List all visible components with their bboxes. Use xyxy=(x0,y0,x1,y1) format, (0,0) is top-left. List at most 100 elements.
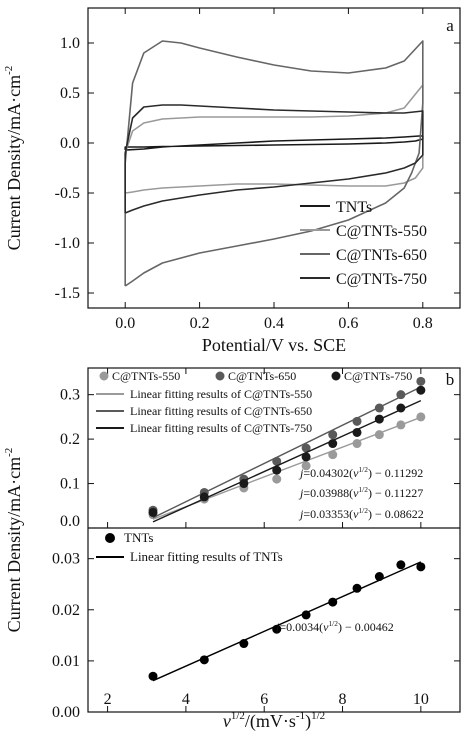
data-point-c-tnts-550 xyxy=(272,474,282,484)
series-line-c-tnts-750 xyxy=(124,104,424,214)
panel-b-x-tick-label: 4 xyxy=(182,691,190,708)
data-point-c-tnts-650 xyxy=(328,430,338,440)
panel-b-y-axis-label-exponent: -2 xyxy=(3,448,15,457)
panel-a-y-axis-label-exponent: -2 xyxy=(3,66,15,75)
panel-b-x-axis-label-sup1: 1/2 xyxy=(231,710,245,722)
fit-equation-intercept: ) − 0.11292 xyxy=(368,466,423,480)
panel-b-x-axis-label-sup3: 1/2 xyxy=(311,710,325,722)
panel-a-label: a xyxy=(446,16,454,35)
panel-a-x-tick-label: 0.8 xyxy=(413,315,433,332)
data-point-tnts xyxy=(374,572,384,582)
panel-b-x-tick-label: 8 xyxy=(339,691,347,708)
legend-label-c-tnts-750: C@TNTs-750 xyxy=(336,271,427,288)
panel-a-x-tick-label: 0.4 xyxy=(264,315,284,332)
series-line-tnts xyxy=(124,135,424,151)
panel-a-y-tick-label: 0.5 xyxy=(60,85,80,102)
data-point-c-tnts-650 xyxy=(352,416,362,426)
panel-b-upper-y-tick-label: 0.2 xyxy=(60,431,80,448)
panel-b-x-axis-label-sup2: -1 xyxy=(296,710,305,722)
data-point-tnts xyxy=(396,560,406,570)
panel-b-x-tick-label: 10 xyxy=(413,691,429,708)
data-point-c-tnts-750 xyxy=(352,427,362,437)
fit-equation-tnts: j=0.0034(v1/2) − 0.00462 xyxy=(274,619,394,634)
panel-a-y-axis-label: Current Density/mA·cm-2 xyxy=(3,66,24,251)
data-point-c-tnts-550 xyxy=(301,461,311,471)
data-point-c-tnts-750 xyxy=(301,452,311,462)
legend-fit-label-tnts: Linear fitting results of TNTs xyxy=(130,549,283,564)
panel-b-lower-y-tick-label: 0.02 xyxy=(52,602,80,619)
data-point-tnts xyxy=(352,583,362,593)
fit-line-tnts xyxy=(152,561,422,682)
fit-equation-v: v xyxy=(353,507,359,521)
data-point-tnts xyxy=(272,624,282,634)
data-point-c-tnts-750 xyxy=(239,479,249,489)
fit-equation-v: v xyxy=(353,466,359,480)
data-point-c-tnts-650 xyxy=(416,376,426,386)
data-point-c-tnts-750 xyxy=(199,492,209,502)
panel-b-upper-y-tick-label: 0.1 xyxy=(60,476,80,493)
panel-a-x-tick-label: 0.6 xyxy=(338,315,358,332)
fit-equation-intercept: ) − 0.00462 xyxy=(338,620,394,634)
series-line-c-tnts-650 xyxy=(124,40,424,287)
panel-a-y-tick-label: -1.0 xyxy=(55,235,80,252)
legend-label-c-tnts-650: C@TNTs-650 xyxy=(336,247,427,264)
fit-equation-exponent: 1/2 xyxy=(358,506,368,515)
panel-b-lower-y-tick-label: 0.03 xyxy=(52,551,80,568)
panel-b-lower-y-tick-label: 0.00 xyxy=(52,704,80,721)
panel-b-x-axis-label-v: v xyxy=(223,711,231,731)
fit-equation-intercept: ) − 0.11227 xyxy=(368,486,423,500)
panel-a-y-tick-label: 1.0 xyxy=(60,35,80,52)
data-point-c-tnts-750 xyxy=(272,465,282,475)
panel-b-x-tick-label: 6 xyxy=(260,691,268,708)
panel-a-x-tick-label: 0.0 xyxy=(115,315,135,332)
panel-a-x-tick-label: 0.2 xyxy=(190,315,210,332)
data-point-c-tnts-750 xyxy=(416,385,426,395)
legend-label-c-tnts-550: C@TNTs-550 xyxy=(336,223,427,240)
panel-b-x-axis-label-mid: /(mV·s xyxy=(245,711,296,732)
data-point-c-tnts-650 xyxy=(374,403,384,413)
data-point-c-tnts-750 xyxy=(328,439,338,449)
legend-fit-label-c-tnts-650: Linear fitting results of C@TNTs-650 xyxy=(130,404,312,418)
legend-label-c-tnts-550: C@TNTs-550 xyxy=(112,369,180,383)
panel-b-label: b xyxy=(446,370,455,389)
fit-equation-coefficient: =0.03988( xyxy=(303,486,353,500)
panel-b-x-axis-label: v1/2/(mV·s-1)1/2 xyxy=(223,710,325,732)
data-point-tnts xyxy=(328,597,338,607)
fit-equation-exponent: 1/2 xyxy=(358,465,368,474)
panel-b-y-axis-label: Current Density/mA·cm-2 xyxy=(3,448,24,633)
panel-b-fit-chart: b 2 4 6 8 10 0.1 0.2 0.3 0.0 0.00 0.01 0.02 0.03 C… xyxy=(3,367,461,732)
legend-label-tnts: TNTs xyxy=(124,530,153,545)
panel-a-y-tick-label: -1.5 xyxy=(55,285,80,302)
legend-fit-label-c-tnts-750: Linear fitting results of C@TNTs-750 xyxy=(130,421,312,435)
fit-equation-intercept: ) − 0.08622 xyxy=(368,507,424,521)
panel-b-x-tick-label: 2 xyxy=(104,691,112,708)
panel-b-lower-y-tick-label: 0.01 xyxy=(52,653,80,670)
data-point-c-tnts-650 xyxy=(301,443,311,453)
fit-equation-coefficient: =0.03353( xyxy=(303,507,353,521)
legend-label-tnts: TNTs xyxy=(336,199,372,216)
fit-equation-v: v xyxy=(323,620,329,634)
fit-equation-coefficient: =0.04302( xyxy=(303,466,353,480)
fit-equation-c-tnts-650: j=0.04302(v1/2) − 0.11292 xyxy=(298,465,423,480)
panel-b-upper-y-tick-label: 0.0 xyxy=(60,513,80,530)
legend-fit-label-c-tnts-550: Linear fitting results of C@TNTs-550 xyxy=(130,387,312,401)
fit-equation-j: j xyxy=(298,466,304,480)
legend-marker-c-tnts-750 xyxy=(331,371,341,381)
fit-equation-j: j xyxy=(298,507,304,521)
fit-equation-v: v xyxy=(353,486,359,500)
legend-label-c-tnts-750: C@TNTs-750 xyxy=(344,369,412,383)
data-point-c-tnts-550 xyxy=(352,439,362,449)
panel-b-plot-frame xyxy=(87,367,461,713)
panel-b-upper-y-tick-label: 0.3 xyxy=(60,387,80,404)
data-point-c-tnts-550 xyxy=(416,412,426,422)
data-point-tnts xyxy=(199,655,209,665)
legend-marker-c-tnts-550 xyxy=(99,371,109,381)
data-point-tnts xyxy=(239,639,249,649)
fit-equation-coefficient: =0.0034( xyxy=(279,620,323,634)
panel-a-y-tick-label: -0.5 xyxy=(55,185,80,202)
panel-b-y-axis-label-main: Current Density/mA·cm xyxy=(4,457,24,632)
data-point-tnts xyxy=(416,562,426,572)
data-point-c-tnts-650 xyxy=(396,390,406,400)
panel-a-y-axis-label-main: Current Density/mA·cm xyxy=(4,75,24,250)
